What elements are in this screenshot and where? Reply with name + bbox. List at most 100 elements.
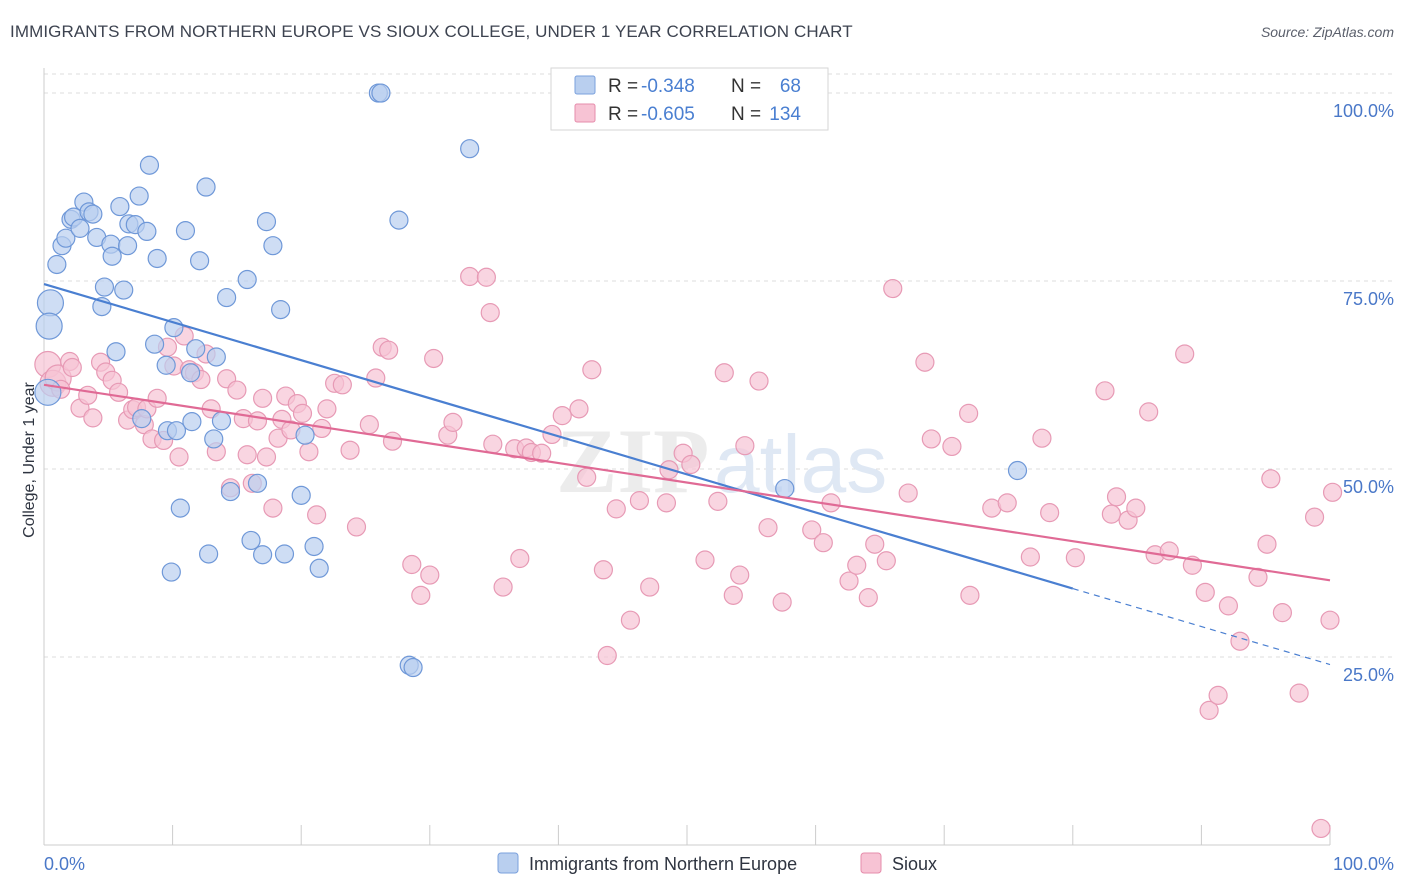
northern-europe-point-16 bbox=[102, 246, 122, 266]
sioux-point-140 bbox=[1289, 683, 1309, 703]
northern-europe-point-53 bbox=[271, 300, 291, 320]
sioux-point-67 bbox=[476, 267, 496, 287]
northern-europe-point-1 bbox=[35, 312, 63, 340]
sioux-point-142 bbox=[1320, 610, 1340, 630]
sioux-point-59 bbox=[382, 431, 403, 451]
sioux-point-125 bbox=[1126, 498, 1146, 518]
sioux-point-86 bbox=[640, 577, 660, 597]
legend-n-label-1: N = bbox=[731, 76, 761, 97]
sioux-point-103 bbox=[839, 571, 859, 591]
series-legend: Immigrants from Northern Europe Sioux bbox=[497, 852, 937, 874]
northern-europe-point-18 bbox=[110, 196, 130, 217]
northern-europe-point-44 bbox=[211, 411, 232, 431]
northern-europe-point-36 bbox=[181, 363, 201, 383]
sioux-point-65 bbox=[443, 412, 463, 432]
northern-europe-point-35 bbox=[175, 221, 196, 241]
northern-europe-point-65 bbox=[775, 478, 795, 499]
sioux-point-66 bbox=[460, 266, 480, 287]
sioux-point-95 bbox=[730, 565, 750, 585]
series-legend-swatch-blue bbox=[497, 852, 519, 874]
sioux-point-138 bbox=[1261, 469, 1281, 489]
sioux-point-116 bbox=[997, 493, 1017, 513]
sioux-point-105 bbox=[858, 588, 878, 608]
source-label: Source: ZipAtlas.com bbox=[1260, 24, 1394, 40]
northern-europe-point-2 bbox=[34, 378, 62, 406]
sioux-point-118 bbox=[1032, 428, 1052, 448]
northern-europe-point-49 bbox=[247, 473, 268, 493]
northern-europe-point-58 bbox=[309, 558, 329, 578]
sioux-point-47 bbox=[299, 442, 319, 462]
sioux-point-58 bbox=[379, 340, 399, 360]
sioux-point-40 bbox=[263, 498, 283, 518]
chart-title: IMMIGRANTS FROM NORTHERN EUROPE VS SIOUX… bbox=[10, 22, 853, 41]
x-tick-label-max: 100.0% bbox=[1333, 854, 1394, 874]
sioux-point-52 bbox=[332, 375, 352, 395]
sioux-point-23 bbox=[169, 447, 189, 467]
sioux-point-120 bbox=[1065, 548, 1085, 568]
northern-europe-point-11 bbox=[83, 204, 103, 224]
northern-europe-point-0 bbox=[36, 289, 65, 317]
sioux-point-39 bbox=[256, 447, 277, 467]
sioux-point-77 bbox=[552, 406, 572, 426]
northern-europe-point-20 bbox=[117, 236, 138, 256]
legend-n-value-2: 134 bbox=[769, 104, 801, 125]
sioux-point-129 bbox=[1175, 344, 1195, 364]
y-tick-label-75: 75.0% bbox=[1343, 289, 1394, 309]
sioux-point-19 bbox=[147, 388, 167, 408]
sioux-point-91 bbox=[695, 550, 715, 570]
sioux-point-143 bbox=[1322, 482, 1343, 502]
northern-europe-point-37 bbox=[182, 412, 202, 432]
sioux-point-131 bbox=[1195, 582, 1215, 602]
sioux-point-53 bbox=[340, 440, 360, 460]
sioux-point-119 bbox=[1040, 503, 1060, 523]
northern-europe-point-50 bbox=[253, 545, 273, 565]
sioux-point-104 bbox=[847, 555, 867, 575]
sioux-point-33 bbox=[227, 380, 247, 400]
series-legend-label-pink: Sioux bbox=[892, 854, 937, 874]
northern-europe-point-54 bbox=[274, 544, 295, 564]
trend-lines bbox=[43, 282, 1331, 666]
sioux-point-109 bbox=[898, 483, 918, 503]
sioux-point-68 bbox=[480, 303, 500, 323]
northern-europe-point-57 bbox=[304, 536, 324, 557]
legend-n-label-2: N = bbox=[731, 104, 761, 125]
sioux-point-144 bbox=[1311, 818, 1331, 839]
sioux-point-101 bbox=[813, 533, 833, 553]
legend-r-value-1: -0.348 bbox=[641, 76, 695, 97]
sioux-point-37 bbox=[247, 411, 268, 431]
sioux-point-5 bbox=[62, 357, 82, 378]
northern-europe-point-26 bbox=[139, 155, 160, 175]
sioux-point-60 bbox=[402, 554, 422, 575]
northern-europe-point-29 bbox=[156, 355, 176, 375]
sioux-point-137 bbox=[1257, 534, 1277, 554]
legend-swatch-pink bbox=[574, 103, 596, 123]
sioux-point-72 bbox=[510, 548, 530, 569]
sioux-point-121 bbox=[1095, 381, 1115, 401]
northern-europe-point-23 bbox=[129, 186, 149, 206]
series-legend-label-blue: Immigrants from Northern Europe bbox=[529, 854, 797, 874]
sioux-point-90 bbox=[681, 454, 701, 475]
northern-europe-point-39 bbox=[190, 251, 210, 271]
sioux-point-79 bbox=[577, 467, 597, 487]
watermark-atlas: atlas bbox=[714, 419, 887, 510]
northern-europe-point-63 bbox=[403, 657, 423, 678]
northern-europe-points bbox=[34, 83, 1028, 678]
northern-europe-point-5 bbox=[56, 228, 76, 248]
legend-r-label-2: R = bbox=[608, 104, 638, 125]
sioux-point-135 bbox=[1230, 631, 1250, 651]
sioux-point-99 bbox=[772, 592, 792, 612]
sioux-point-62 bbox=[420, 565, 440, 585]
northern-europe-point-27 bbox=[144, 334, 165, 354]
sioux-point-132 bbox=[1199, 700, 1219, 720]
sioux-point-108 bbox=[883, 278, 903, 299]
legend-swatch-blue bbox=[574, 75, 596, 95]
northern-europe-point-55 bbox=[291, 485, 311, 505]
sioux-point-61 bbox=[411, 585, 431, 605]
sioux-point-46 bbox=[292, 403, 313, 423]
sioux-point-80 bbox=[582, 360, 602, 380]
sioux-point-122 bbox=[1101, 504, 1121, 524]
legend-r-label-1: R = bbox=[608, 76, 638, 97]
northern-europe-point-14 bbox=[94, 277, 115, 297]
legend-r-value-2: -0.605 bbox=[641, 104, 695, 125]
y-tick-label-25: 25.0% bbox=[1343, 665, 1394, 685]
